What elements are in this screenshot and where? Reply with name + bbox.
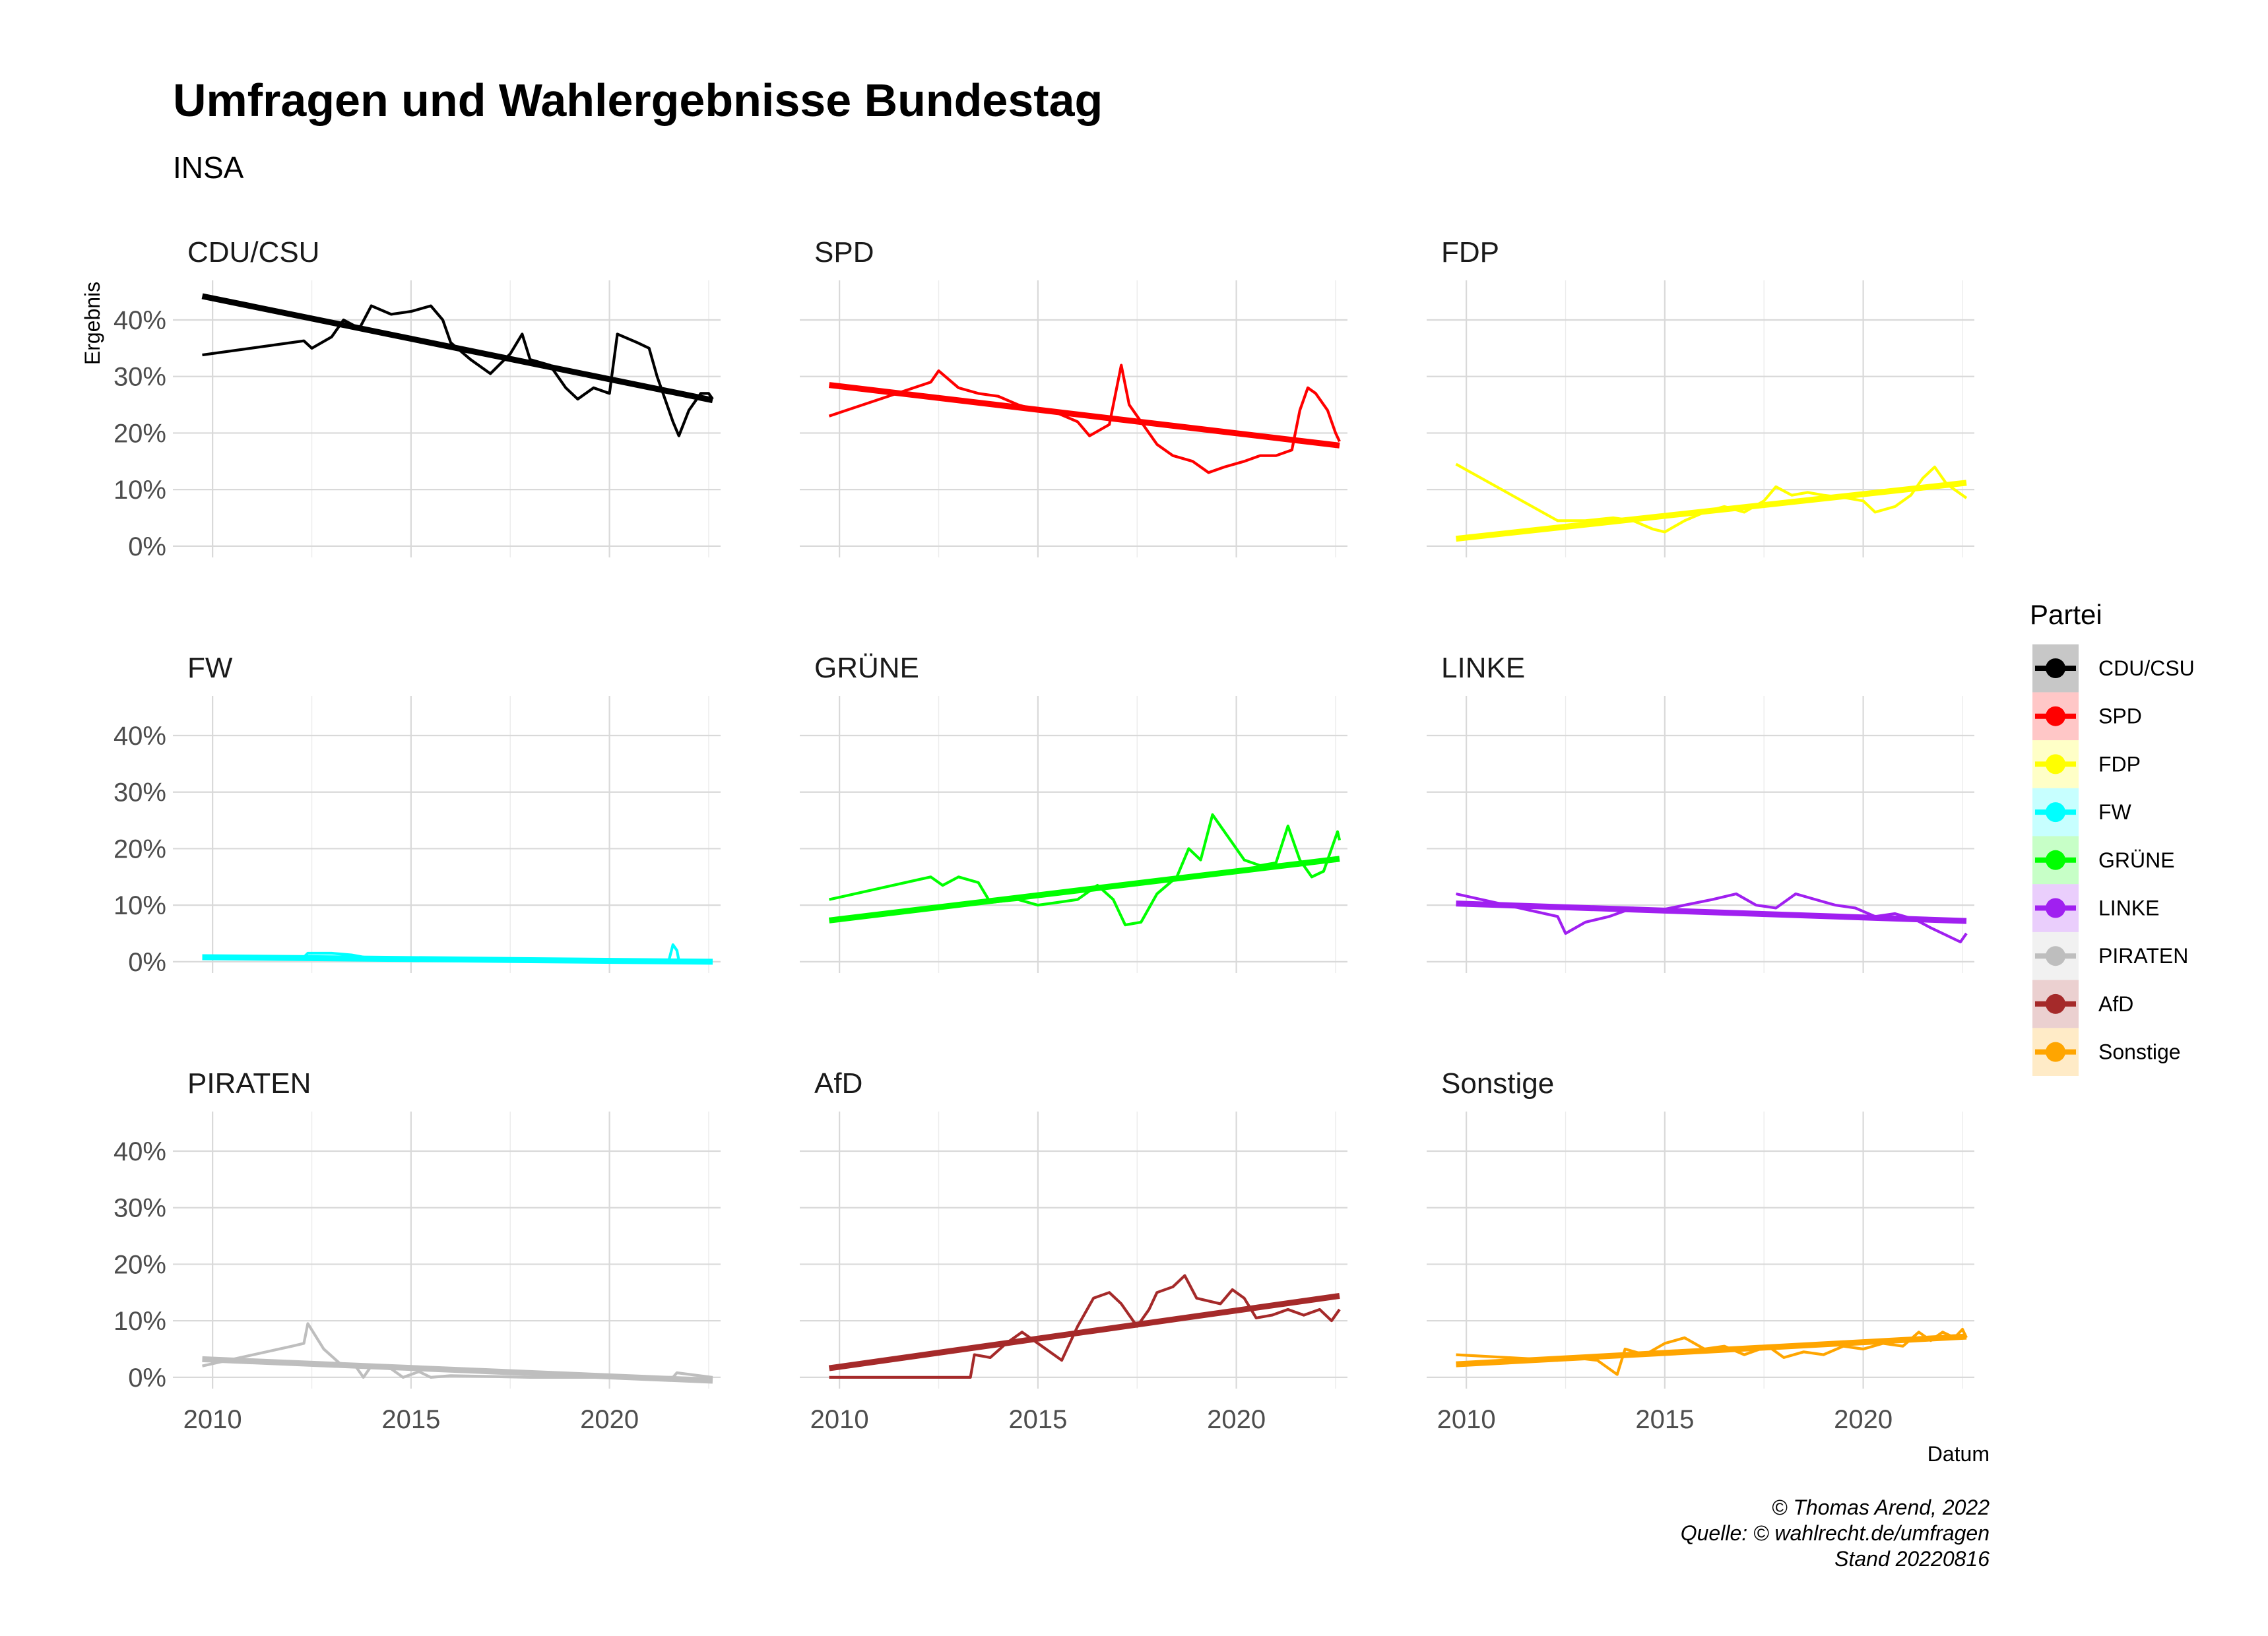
series-line-cdu-csu [202, 304, 714, 437]
facet-label-fdp: FDP [1441, 236, 1499, 268]
legend-label: CDU/CSU [2098, 656, 2195, 680]
series-line-spd [828, 363, 1341, 474]
y-axis-label: Ergebnis [81, 282, 104, 365]
legend-key-point [2046, 706, 2065, 726]
facet-label-linke: LINKE [1441, 652, 1525, 684]
y-tick-label: 40% [113, 722, 166, 751]
legend-item-linke: LINKE [2032, 884, 2159, 932]
legend-key-point [2046, 1042, 2065, 1062]
chart-title: Umfragen und Wahlergebnisse Bundestag [173, 75, 1103, 126]
trend-line-fw [202, 954, 713, 965]
x-tick-label: 2015 [1008, 1405, 1067, 1434]
trend-line-gr-ne [828, 856, 1340, 924]
legend-key-point [2046, 802, 2065, 823]
legend-key-point [2046, 993, 2065, 1014]
y-tick-label: 20% [113, 834, 166, 864]
x-tick-label: 2020 [1207, 1405, 1266, 1434]
caption-copyright: © Thomas Arend, 2022 [1772, 1495, 1990, 1519]
y-tick-label: 40% [113, 1137, 166, 1166]
trend-line-spd [828, 382, 1340, 449]
y-tick-label: 30% [113, 778, 166, 807]
legend-label: FDP [2098, 752, 2141, 776]
y-tick-label: 20% [113, 419, 166, 448]
facet-label-fw: FW [187, 652, 233, 684]
legend-item-spd: SPD [2032, 692, 2142, 741]
legend-label: LINKE [2098, 897, 2159, 920]
legend: Partei CDU/CSU SPD FDP FW GRÜNE LINKE PIRATEN A… [2030, 599, 2195, 1076]
panel-gr-ne: GRÜNE [800, 652, 1347, 973]
facet-label-gr-ne: GRÜNE [814, 652, 919, 684]
panel-cdu-csu: CDU/CSU 0% 10% 20% 30% 40% [113, 236, 721, 561]
facet-label-cdu-csu: CDU/CSU [187, 236, 319, 268]
caption-date: Stand 20220816 [1834, 1547, 1990, 1571]
y-tick-label: 0% [128, 1364, 166, 1393]
panel-piraten: PIRATEN 0% 10% 20% 30% 40% 2010 2015 2020 [113, 1067, 721, 1434]
series-line-afd [829, 1274, 1341, 1379]
panel-linke: LINKE [1427, 652, 1974, 973]
x-tick-label: 2020 [580, 1405, 639, 1434]
trend-line-piraten [202, 1356, 713, 1384]
legend-key-point [2046, 898, 2065, 918]
legend-key-point [2046, 658, 2065, 678]
y-tick-label: 10% [113, 891, 166, 920]
series-line-fdp [1455, 462, 1968, 534]
panel-fdp: FDP [1427, 236, 1974, 557]
legend-item-piraten: PIRATEN [2032, 931, 2188, 980]
y-tick-label: 0% [128, 532, 166, 561]
legend-label: Sonstige [2098, 1040, 2181, 1064]
legend-key-point [2046, 754, 2065, 774]
trend-line-afd [828, 1292, 1340, 1371]
facet-panels: CDU/CSU 0% 10% 20% 30% 40% SPD FDP FW 0% 10% 20% 30%… [113, 236, 1974, 1434]
x-tick-label: 2010 [810, 1405, 869, 1434]
facet-label-sonstige: Sonstige [1441, 1067, 1554, 1100]
x-tick-label: 2015 [381, 1405, 440, 1434]
legend-key-point [2046, 946, 2065, 966]
legend-item-afd: AfD [2032, 980, 2133, 1028]
caption-source: Quelle: © wahlrecht.de/umfragen [1681, 1521, 1990, 1545]
legend-item-gr-ne: GRÜNE [2032, 836, 2175, 885]
chart-subtitle: INSA [173, 150, 244, 185]
x-tick-label: 2015 [1635, 1405, 1694, 1434]
panel-afd: AfD 2010 2015 2020 [800, 1067, 1347, 1434]
y-tick-label: 30% [113, 363, 166, 392]
trend-line-cdu-csu [201, 293, 713, 404]
y-tick-label: 0% [128, 948, 166, 977]
y-tick-label: 20% [113, 1250, 166, 1279]
x-tick-label: 2010 [183, 1405, 242, 1434]
legend-key-point [2046, 850, 2065, 870]
legend-label: FW [2098, 800, 2132, 824]
trend-line-fdp [1456, 480, 1967, 542]
trend-line-sonstige [1456, 1333, 1967, 1368]
y-tick-label: 10% [113, 476, 166, 505]
caption: © Thomas Arend, 2022 Quelle: © wahlrecht… [1681, 1495, 1990, 1571]
legend-label: SPD [2098, 705, 2142, 728]
y-tick-label: 10% [113, 1307, 166, 1336]
legend-item-fw: FW [2032, 788, 2132, 836]
series-line-linke [1456, 892, 1968, 943]
legend-label: GRÜNE [2098, 848, 2175, 872]
legend-label: PIRATEN [2098, 944, 2188, 968]
facet-label-spd: SPD [814, 236, 874, 268]
panel-sonstige: Sonstige 2010 2015 2020 [1427, 1067, 1974, 1434]
facet-label-piraten: PIRATEN [187, 1067, 311, 1100]
x-axis-label: Datum [1928, 1442, 1990, 1466]
x-tick-label: 2010 [1437, 1405, 1496, 1434]
legend-item-cdu-csu: CDU/CSU [2032, 644, 2195, 693]
y-tick-label: 40% [113, 306, 166, 335]
facet-label-afd: AfD [814, 1067, 862, 1100]
legend-item-sonstige: Sonstige [2032, 1028, 2181, 1076]
trend-line-linke [1456, 900, 1967, 924]
panel-spd: SPD [800, 236, 1347, 557]
x-tick-label: 2020 [1834, 1405, 1893, 1434]
legend-title: Partei [2030, 599, 2102, 630]
legend-label: AfD [2098, 992, 2133, 1016]
y-tick-label: 30% [113, 1194, 166, 1223]
legend-item-fdp: FDP [2032, 740, 2141, 788]
panel-fw: FW 0% 10% 20% 30% 40% [113, 652, 721, 977]
